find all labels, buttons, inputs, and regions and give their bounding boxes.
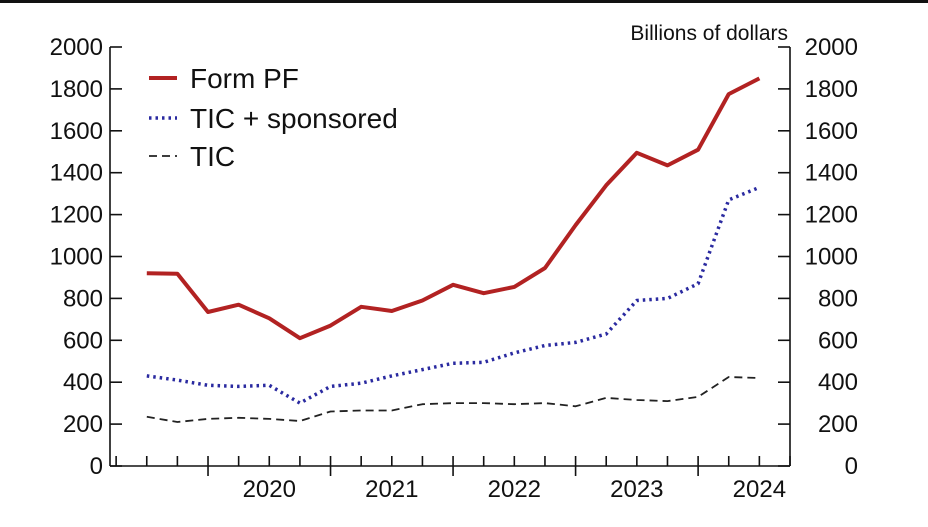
top-border — [0, 0, 928, 3]
legend-label: TIC + sponsored — [190, 103, 398, 134]
y-tick-label-left: 2000 — [50, 34, 103, 61]
y-tick-label-right: 0 — [845, 453, 858, 480]
y-tick-label-right: 1600 — [805, 118, 858, 145]
series-line-1 — [146, 76, 761, 341]
y-tick-label-left: 0 — [90, 453, 103, 480]
y-tick-label-left: 200 — [63, 411, 103, 438]
y-tick-label-right: 1200 — [805, 202, 858, 229]
y-tick-label-right: 400 — [818, 369, 858, 396]
y-tick-label-right: 600 — [818, 327, 858, 354]
unit-label: Billions of dollars — [630, 22, 788, 45]
x-tick-label: 2022 — [488, 476, 541, 503]
x-tick-label: 2023 — [610, 476, 663, 503]
y-tick-label-left: 600 — [63, 327, 103, 354]
legend-label: Form PF — [190, 63, 299, 94]
y-tick-label-left: 1200 — [50, 202, 103, 229]
y-tick-label-left: 1400 — [50, 160, 103, 187]
x-tick-label: 2024 — [733, 476, 786, 503]
y-tick-label-right: 1000 — [805, 244, 858, 271]
y-tick-label-left: 1800 — [50, 76, 103, 103]
y-tick-label-right: 1800 — [805, 76, 858, 103]
series-line-3 — [146, 376, 760, 423]
y-tick-label-right: 1400 — [805, 160, 858, 187]
y-tick-label-left: 1000 — [50, 244, 103, 271]
x-tick-label: 2020 — [243, 476, 296, 503]
y-tick-label-right: 800 — [818, 285, 858, 312]
y-tick-label-right: 2000 — [805, 34, 858, 61]
series-line-2 — [146, 185, 761, 405]
y-tick-label-right: 200 — [818, 411, 858, 438]
y-tick-label-left: 1600 — [50, 118, 103, 145]
y-tick-label-left: 400 — [63, 369, 103, 396]
legend-label: TIC — [190, 141, 235, 172]
x-tick-label: 2021 — [365, 476, 418, 503]
y-tick-label-left: 800 — [63, 285, 103, 312]
